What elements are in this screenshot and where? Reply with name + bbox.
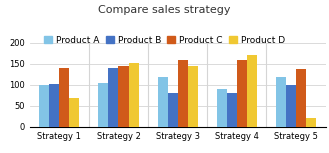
Bar xyxy=(59,68,69,127)
Bar xyxy=(49,84,59,127)
Bar xyxy=(296,69,306,127)
Bar xyxy=(237,60,247,127)
Bar xyxy=(188,66,198,127)
Bar xyxy=(158,76,167,127)
Bar xyxy=(108,68,118,127)
Bar xyxy=(167,93,178,127)
Bar xyxy=(118,66,129,127)
Bar xyxy=(306,118,316,127)
Bar xyxy=(178,60,188,127)
Bar xyxy=(247,55,257,127)
Bar xyxy=(129,63,139,127)
Bar xyxy=(39,85,49,127)
Bar xyxy=(69,98,79,127)
Bar xyxy=(227,93,237,127)
Bar xyxy=(217,89,227,127)
Bar xyxy=(286,85,296,127)
Legend: Product A, Product B, Product C, Product D: Product A, Product B, Product C, Product… xyxy=(41,32,288,48)
Bar xyxy=(276,77,286,127)
Text: Compare sales strategy: Compare sales strategy xyxy=(98,5,231,15)
Bar xyxy=(98,83,108,127)
